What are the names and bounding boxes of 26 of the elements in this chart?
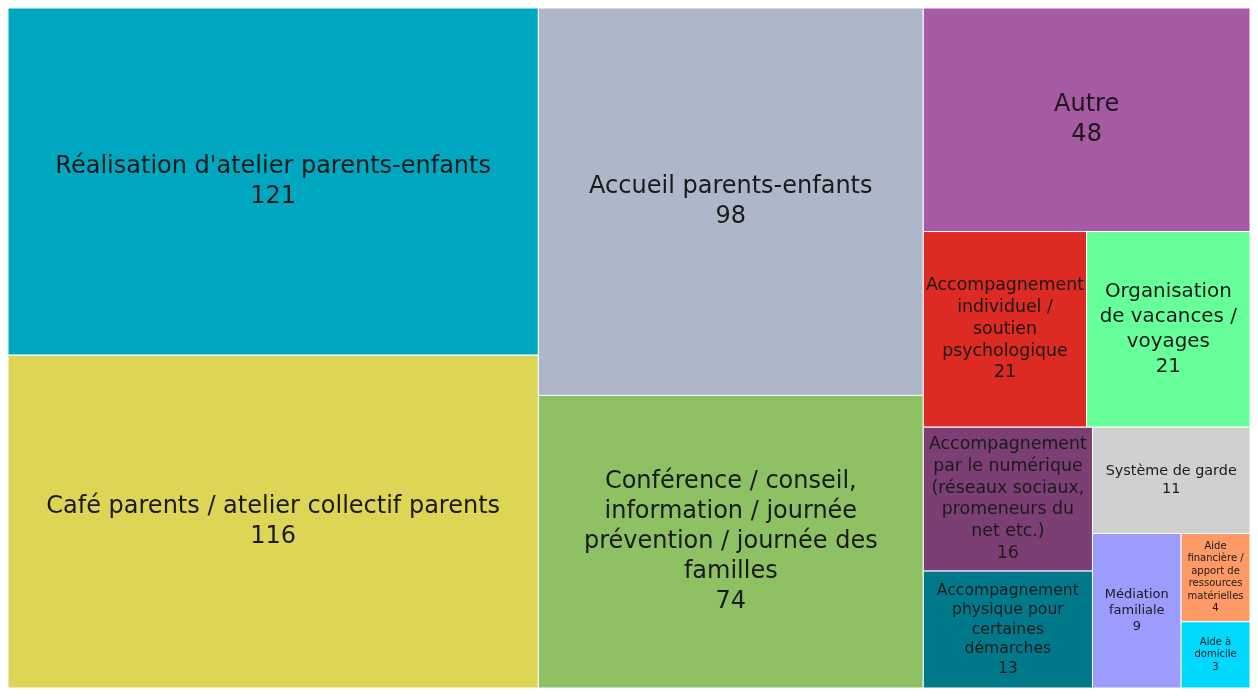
category-label: Accompagnement physique pour certaines démarches: [936, 580, 1079, 658]
category-label: Café parents / atelier collectif parents: [46, 490, 501, 519]
data-label: 48: [1071, 119, 1102, 148]
data-label: 11: [1162, 480, 1181, 497]
data-label: 121: [250, 180, 297, 209]
category-label: Organisation de vacances / voyages: [1099, 279, 1238, 352]
category-label: Aide à domicile: [1194, 635, 1237, 660]
category-label: Aide financière / apport de ressources matérielles: [1187, 539, 1245, 601]
data-label: 3: [1212, 660, 1219, 672]
category-label: Conférence / conseil, information / journée prévention / journée des familles: [583, 465, 878, 584]
category-label: Réalisation d'atelier parents-enfants: [55, 150, 491, 179]
data-label: 116: [250, 520, 297, 549]
category-label: Système de garde: [1105, 462, 1237, 479]
category-label: Médiation familiale: [1104, 585, 1169, 618]
data-label: 74: [715, 585, 747, 614]
data-label: 21: [993, 361, 1016, 382]
data-label: 9: [1132, 618, 1141, 634]
data-label: 21: [1155, 353, 1181, 377]
category-label: Accompagnement individuel / soutien psychologique: [925, 274, 1085, 360]
data-label: 4: [1212, 602, 1219, 614]
category-label: Accompagnement par le numérique (réseaux sociaux, promeneurs du net etc.): [929, 433, 1087, 541]
category-label: Accueil parents-enfants: [589, 170, 873, 199]
data-label: 13: [997, 658, 1018, 677]
data-label: 16: [996, 541, 1019, 562]
data-label: 98: [715, 200, 747, 229]
category-label: Autre: [1054, 89, 1120, 118]
